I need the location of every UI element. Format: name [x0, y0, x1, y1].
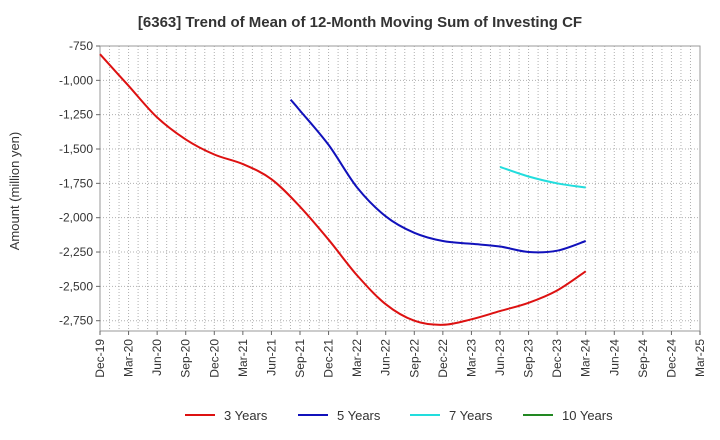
- x-tick-label: Dec-20: [207, 339, 221, 378]
- series-line-2: [289, 98, 587, 254]
- legend-label-1: 3 Years: [224, 408, 268, 423]
- y-tick-label: -1,250: [59, 108, 93, 122]
- x-tick-label: Mar-22: [350, 339, 364, 377]
- x-tick-label: Jun-24: [607, 339, 621, 376]
- x-tick-label: Dec-19: [93, 339, 107, 378]
- legend-label-4: 10 Years: [562, 408, 613, 423]
- x-tick-label: Mar-21: [236, 339, 250, 377]
- y-tick-label: -750: [69, 39, 93, 53]
- plot-frame: [99, 45, 701, 332]
- x-tick-label: Mar-20: [122, 339, 136, 377]
- y-axis-label: Amount (million yen): [7, 132, 22, 251]
- grid: [100, 45, 700, 331]
- y-tick-label: -1,500: [59, 142, 93, 156]
- series-line-1: [99, 53, 587, 326]
- y-tick-label: -2,750: [59, 314, 93, 328]
- y-tick-label: -2,000: [59, 211, 93, 225]
- x-tick-label: Jun-21: [264, 339, 278, 376]
- legend-label-2: 5 Years: [337, 408, 381, 423]
- x-tick-label: Mar-24: [579, 339, 593, 377]
- x-tick-label: Jun-20: [150, 339, 164, 376]
- chart-title: [6363] Trend of Mean of 12-Month Moving …: [138, 14, 582, 31]
- x-tick-label: Sep-21: [293, 339, 307, 378]
- x-tick-label: Dec-23: [550, 339, 564, 378]
- series-line-3: [499, 165, 586, 189]
- x-tick-label: Dec-24: [664, 339, 678, 378]
- x-tick-label: Sep-23: [522, 339, 536, 378]
- x-axis-ticks: Dec-19 Mar-20 Jun-20 Sep-20 Dec-20 Mar-21 Jun-…: [93, 331, 707, 378]
- x-tick-label: Jun-22: [379, 339, 393, 376]
- y-tick-label: -2,500: [59, 279, 93, 293]
- x-tick-label: Sep-24: [636, 339, 650, 378]
- legend: 3 Years 5 Years 7 Years 10 Years: [185, 408, 613, 423]
- x-tick-label: Mar-25: [693, 339, 707, 377]
- series-lines: [99, 53, 587, 326]
- x-tick-label: Dec-22: [436, 339, 450, 378]
- x-tick-label: Sep-22: [407, 339, 421, 378]
- x-tick-label: Dec-21: [322, 339, 336, 378]
- y-axis-ticks: -750 -1,000 -1,250 -1,500 -1,750 -2,000 -2,250…: [59, 39, 100, 328]
- x-tick-label: Mar-23: [464, 339, 478, 377]
- y-tick-label: -1,000: [59, 73, 93, 87]
- y-tick-label: -1,750: [59, 176, 93, 190]
- y-tick-label: -2,250: [59, 245, 93, 259]
- legend-label-3: 7 Years: [449, 408, 493, 423]
- x-tick-label: Sep-20: [179, 339, 193, 378]
- x-tick-label: Jun-23: [493, 339, 507, 376]
